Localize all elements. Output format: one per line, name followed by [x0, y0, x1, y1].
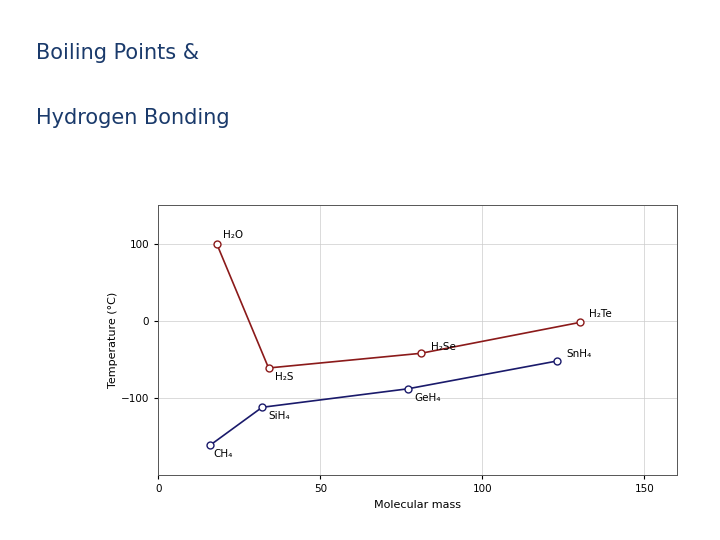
- Text: SnH₄: SnH₄: [567, 349, 592, 360]
- X-axis label: Molecular mass: Molecular mass: [374, 500, 461, 510]
- Text: H₂Se: H₂Se: [431, 342, 456, 352]
- Text: GeH₄: GeH₄: [415, 393, 441, 403]
- Text: H₂Te: H₂Te: [590, 308, 612, 319]
- Point: [256, 403, 268, 411]
- Text: CH₄: CH₄: [214, 449, 233, 459]
- Point: [402, 384, 413, 393]
- Point: [552, 357, 563, 366]
- Text: SiH₄: SiH₄: [269, 411, 290, 421]
- Point: [204, 441, 216, 449]
- Point: [415, 349, 426, 357]
- Point: [263, 363, 274, 372]
- Point: [574, 318, 585, 327]
- Text: Hydrogen Bonding: Hydrogen Bonding: [36, 108, 230, 128]
- Text: Boiling Points &: Boiling Points &: [36, 43, 199, 63]
- Text: H₂S: H₂S: [275, 372, 294, 382]
- Y-axis label: Temperature (°C): Temperature (°C): [108, 292, 118, 388]
- Text: H₂O: H₂O: [223, 230, 243, 240]
- Point: [211, 239, 222, 248]
